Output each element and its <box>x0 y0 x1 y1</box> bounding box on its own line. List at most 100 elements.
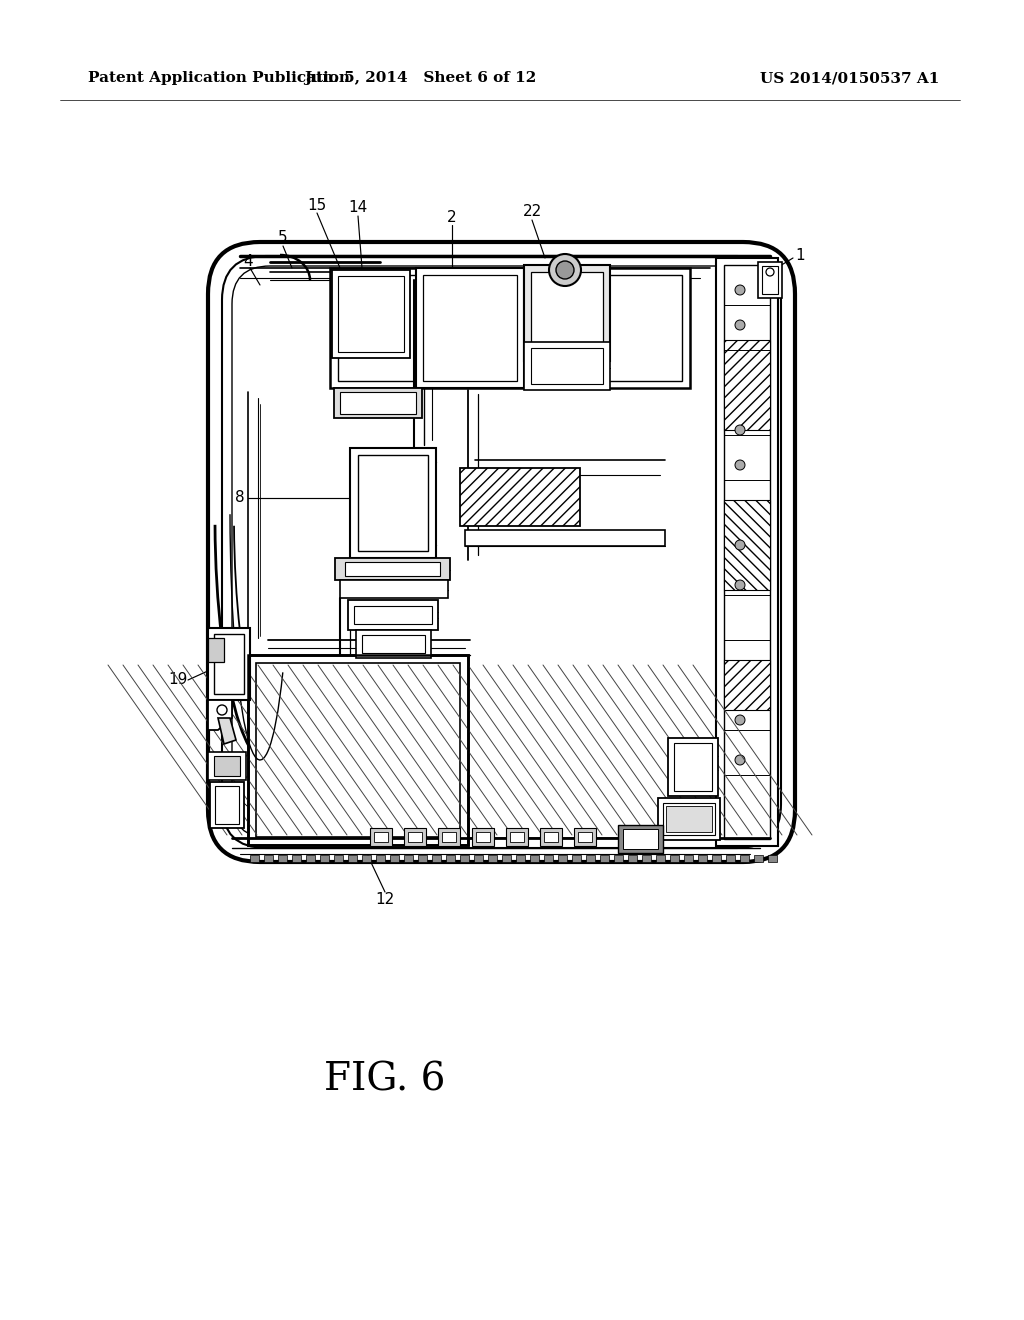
Bar <box>472 828 494 846</box>
Bar <box>758 261 782 298</box>
Bar <box>558 855 567 862</box>
Bar <box>586 855 595 862</box>
Text: Patent Application Publication: Patent Application Publication <box>88 71 350 84</box>
Bar <box>358 455 428 550</box>
Bar <box>544 832 558 842</box>
Text: FIG. 6: FIG. 6 <box>325 1061 445 1098</box>
Bar <box>516 855 525 862</box>
Bar <box>446 855 455 862</box>
Bar <box>335 558 450 579</box>
Bar <box>432 855 441 862</box>
FancyBboxPatch shape <box>208 242 795 862</box>
Bar <box>476 832 490 842</box>
Bar <box>418 855 427 862</box>
Bar <box>306 855 315 862</box>
Bar <box>724 341 770 430</box>
Text: Jun. 5, 2014   Sheet 6 of 12: Jun. 5, 2014 Sheet 6 of 12 <box>304 71 537 84</box>
Bar <box>416 268 524 388</box>
Bar <box>319 855 329 862</box>
Polygon shape <box>218 718 236 744</box>
Bar <box>740 855 749 862</box>
Bar <box>404 855 413 862</box>
Circle shape <box>766 268 774 276</box>
Circle shape <box>556 261 574 279</box>
Bar <box>442 832 456 842</box>
Bar <box>642 855 651 862</box>
Bar <box>208 752 246 780</box>
Bar <box>264 855 273 862</box>
Text: US 2014/0150537 A1: US 2014/0150537 A1 <box>760 71 939 84</box>
Bar <box>340 392 416 414</box>
Bar <box>248 655 468 845</box>
Circle shape <box>735 319 745 330</box>
Bar <box>712 855 721 862</box>
Bar <box>248 655 468 845</box>
Bar <box>338 276 404 352</box>
Bar <box>354 606 432 624</box>
Circle shape <box>549 253 581 286</box>
Bar <box>356 630 431 657</box>
Bar <box>210 781 244 828</box>
Bar <box>524 342 610 389</box>
Bar <box>348 855 357 862</box>
Bar <box>663 803 715 836</box>
Text: 15: 15 <box>307 198 327 213</box>
Bar <box>408 832 422 842</box>
Bar <box>724 265 770 840</box>
Bar <box>292 855 301 862</box>
Bar <box>438 828 460 846</box>
Bar <box>684 855 693 862</box>
Bar <box>578 832 592 842</box>
Bar <box>423 275 517 381</box>
Bar <box>510 832 524 842</box>
Bar <box>334 388 422 418</box>
Bar <box>332 271 410 358</box>
Bar <box>670 855 679 862</box>
Bar <box>668 738 718 796</box>
Text: 14: 14 <box>348 201 368 215</box>
Bar <box>506 828 528 846</box>
Bar <box>340 579 449 598</box>
Bar <box>768 855 777 862</box>
Circle shape <box>735 755 745 766</box>
Circle shape <box>735 579 745 590</box>
Bar <box>208 638 224 663</box>
Bar <box>362 635 425 653</box>
Bar <box>345 562 440 576</box>
Bar <box>214 756 240 776</box>
Text: 12: 12 <box>376 892 394 908</box>
Bar <box>656 855 665 862</box>
Bar <box>215 785 239 824</box>
Bar <box>754 855 763 862</box>
Bar <box>524 265 610 360</box>
Bar <box>600 855 609 862</box>
Bar <box>674 743 712 791</box>
Bar <box>623 829 658 849</box>
Text: 4: 4 <box>243 255 253 269</box>
Bar <box>338 275 682 381</box>
Bar <box>256 663 460 837</box>
Bar <box>574 828 596 846</box>
Bar <box>614 855 623 862</box>
Bar <box>390 855 399 862</box>
Bar <box>726 855 735 862</box>
Polygon shape <box>208 700 232 730</box>
Bar <box>474 855 483 862</box>
Bar <box>618 825 663 853</box>
Bar <box>334 855 343 862</box>
Circle shape <box>735 540 745 550</box>
Circle shape <box>735 425 745 436</box>
Text: 5: 5 <box>279 231 288 246</box>
Bar <box>724 500 770 590</box>
Bar <box>465 531 665 546</box>
Circle shape <box>735 715 745 725</box>
Bar <box>502 855 511 862</box>
Bar <box>698 855 707 862</box>
Text: 1: 1 <box>796 248 805 263</box>
Bar <box>350 447 436 558</box>
Bar <box>716 257 778 846</box>
Bar <box>531 272 603 354</box>
Text: 8: 8 <box>236 491 245 506</box>
Bar <box>572 855 581 862</box>
Circle shape <box>217 705 227 715</box>
